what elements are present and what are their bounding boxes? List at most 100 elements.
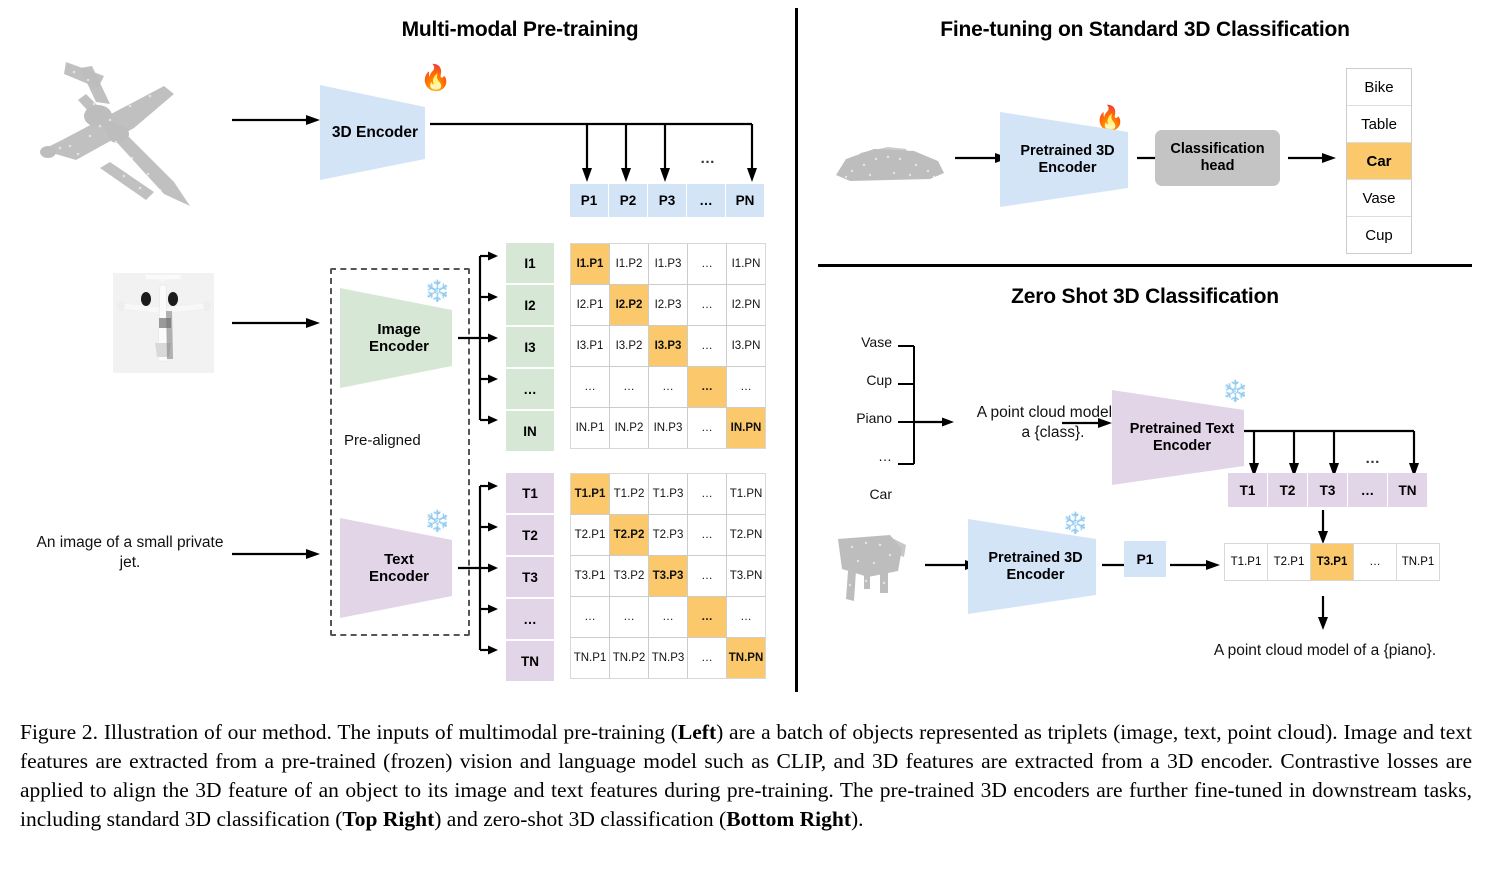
classification-head-block[interactable]: Classification head [1155, 130, 1280, 186]
matrix-cell: … [688, 556, 726, 596]
matrix-cell: … [610, 597, 648, 637]
bottom-right-panel-title: Zero Shot 3D Classification [1011, 285, 1279, 308]
matrix-cell: IN.PN [727, 408, 765, 448]
t-token[interactable]: T1 [506, 473, 554, 513]
class-list-item[interactable]: Car [1347, 143, 1411, 180]
panel-divider-vertical [795, 8, 798, 692]
matrix-cell: … [688, 367, 726, 407]
matrix-cell: T3.P1 [571, 556, 609, 596]
pretrained-text-encoder-label: Pretrained Text Encoder [1130, 421, 1235, 454]
image-encoder-label: Image Encoder [369, 321, 429, 356]
snowflake-icon: ❄️ [424, 280, 451, 303]
matrix-cell: I2.P3 [649, 285, 687, 325]
t-token[interactable]: T3 [1308, 473, 1347, 507]
p-token[interactable]: … [687, 184, 725, 217]
pretrained-text-encoder-block[interactable]: Pretrained Text Encoder [1112, 390, 1252, 485]
prompt-template-line1: A point cloud model of [976, 404, 1130, 421]
zeroshot-class-item[interactable]: Car [869, 486, 892, 502]
class-list-item[interactable]: Vase [1347, 180, 1411, 217]
image-encoder-shape [340, 288, 458, 388]
left-panel-title: Multi-modal Pre-training [401, 18, 639, 41]
matrix-cell: I1.P2 [610, 244, 648, 284]
3d-feature-bus [430, 112, 775, 192]
class-prediction-list: Bike Table Car Vase Cup [1346, 68, 1412, 254]
t-token[interactable]: T2 [1268, 473, 1307, 507]
pretrained-text-encoder-line2: Encoder [1152, 437, 1211, 454]
snowflake-icon: ❄️ [1222, 380, 1249, 403]
arrow-p1-to-similarity [1170, 557, 1222, 573]
matrix-cell: TN.P3 [649, 638, 687, 678]
i-token[interactable]: I3 [506, 327, 554, 367]
arrow-text-to-text-encoder [232, 546, 322, 562]
matrix-cell: IN.P2 [610, 408, 648, 448]
text-encoder-label: Text Encoder [369, 551, 429, 586]
t-token[interactable]: T3 [506, 557, 554, 597]
zeroshot-class-item[interactable]: Cup [866, 372, 892, 388]
caption-prefix: Figure 2. Illustration of our method. Th… [20, 720, 678, 744]
pre-aligned-group [330, 268, 470, 636]
matrix-cell: T2.P2 [610, 515, 648, 555]
zeroshot-class-item[interactable]: Piano [856, 410, 892, 426]
i-token[interactable]: I1 [506, 243, 554, 283]
caption-bold-bottom-right: Bottom Right [726, 807, 852, 831]
t-token[interactable]: TN [1388, 473, 1427, 507]
point-cloud-airplane [14, 42, 214, 222]
3d-encoder-block[interactable]: 3D Encoder [320, 85, 430, 180]
t-token[interactable]: T1 [1228, 473, 1267, 507]
i-token[interactable]: IN [506, 411, 554, 451]
caption-bold-left: Left [677, 720, 717, 744]
matrix-cell: TN.PN [727, 638, 765, 678]
pre-aligned-label: Pre-aligned [344, 432, 421, 449]
class-list-bracket [896, 340, 956, 470]
class-list-item[interactable]: Cup [1347, 217, 1411, 253]
pretrained-3d-encoder-line2: Encoder [1038, 159, 1097, 176]
top-right-panel-title: Fine-tuning on Standard 3D Classificatio… [940, 18, 1350, 41]
image-point-similarity-matrix: I1.P1 I1.P2 I1.P3… I1.PN I2.P1 I2.P2 I2.P3… I2.… [570, 243, 766, 449]
matrix-cell: … [571, 597, 609, 637]
p-token[interactable]: PN [726, 184, 764, 217]
text-encoder-label-line1: Text [384, 550, 414, 568]
text-encoder-shape [340, 518, 458, 618]
zeroshot-pretrained-3d-encoder-block[interactable]: Pretrained 3D Encoder [968, 519, 1103, 614]
pretrained-3d-encoder-block[interactable]: Pretrained 3D Encoder [1000, 112, 1135, 207]
matrix-cell: TN.P2 [610, 638, 648, 678]
matrix-cell: … [688, 638, 726, 678]
matrix-cell: TN.P1 [571, 638, 609, 678]
matrix-cell: … [688, 515, 726, 555]
matrix-cell: … [688, 597, 726, 637]
matrix-cell: I2.P2 [610, 285, 648, 325]
t-token[interactable]: … [506, 599, 554, 639]
matrix-cell: T3.P3 [649, 556, 687, 596]
caption-bold-top-right: Top Right [342, 807, 435, 831]
p-token[interactable]: P1 [570, 184, 608, 217]
matrix-cell: T1.PN [727, 474, 765, 514]
image-encoder-block[interactable]: Image Encoder [340, 288, 458, 388]
arrow-image-to-image-encoder [232, 315, 322, 331]
text-encoder-block[interactable]: Text Encoder [340, 518, 458, 618]
t-token[interactable]: T2 [506, 515, 554, 555]
zeroshot-class-item[interactable]: Vase [861, 334, 892, 350]
classification-head-line1: Classification [1170, 140, 1265, 157]
i-token[interactable]: I2 [506, 285, 554, 325]
p-token[interactable]: P2 [609, 184, 647, 217]
p1-token[interactable]: P1 [1124, 541, 1166, 577]
matrix-cell: I3.P2 [610, 326, 648, 366]
matrix-cell: T3.PN [727, 556, 765, 596]
panel-divider-horizontal [818, 264, 1472, 267]
i-token[interactable]: … [506, 369, 554, 409]
matrix-cell: … [727, 597, 765, 637]
arrow-similarity-to-result [1315, 596, 1331, 632]
matrix-cell: I2.P1 [571, 285, 609, 325]
class-list-item[interactable]: Bike [1347, 69, 1411, 106]
arrow-pointcloud-to-3d-encoder [232, 112, 322, 128]
pretrained-text-encoder-line1: Pretrained Text [1129, 420, 1235, 437]
classification-head-label: Classification head [1170, 141, 1264, 176]
class-list-item[interactable]: Table [1347, 106, 1411, 143]
pretrained-3d-encoder-shape [1000, 112, 1135, 207]
t-token[interactable]: … [1348, 473, 1387, 507]
classification-head-line2: head [1200, 158, 1235, 174]
p-token[interactable]: P3 [648, 184, 686, 217]
zeroshot-t-token-row: T1 T2 T3 … TN [1228, 473, 1427, 507]
t-token[interactable]: TN [506, 641, 554, 681]
caption-middle-2: ) and zero-shot 3D classification ( [434, 807, 727, 831]
